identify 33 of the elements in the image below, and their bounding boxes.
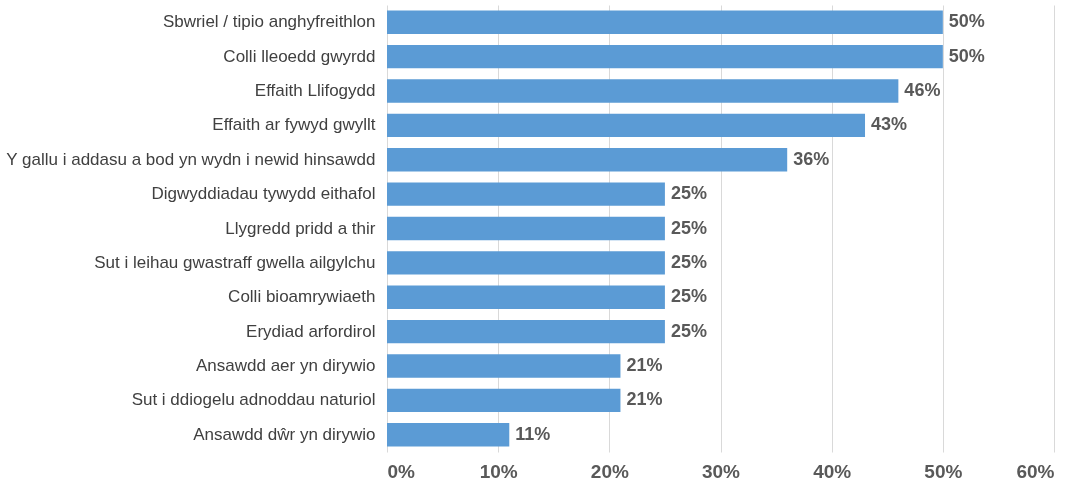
data-label: 21% [626, 355, 663, 376]
x-tick-label: 50% [924, 460, 963, 482]
data-label: 50% [948, 45, 985, 66]
y-tick-label: Ansawdd dŵr yn dirywio [193, 424, 376, 444]
data-label: 25% [670, 183, 707, 204]
x-tick-label: 10% [479, 460, 518, 482]
y-tick-label: Colli lleoedd gwyrdd [223, 46, 376, 66]
data-label: 36% [793, 148, 830, 169]
y-tick-label: Llygredd pridd a thir [225, 218, 376, 238]
y-tick-label: Y gallu i addasu a bod yn wydn i newid hinsawdd [6, 149, 376, 169]
y-tick-label: Erydiad arfordirol [246, 321, 376, 341]
data-label: 21% [626, 389, 663, 410]
data-label: 25% [670, 217, 707, 238]
data-label: 25% [670, 251, 707, 272]
data-label: 25% [670, 286, 707, 307]
x-tick-label: 60% [1016, 460, 1055, 482]
data-label: 25% [670, 320, 707, 341]
x-tick-label: 20% [590, 460, 629, 482]
y-tick-label: Sut i leihau gwastraff gwella ailgylchu [94, 252, 376, 272]
x-tick-label: 30% [701, 460, 741, 482]
x-tick-label: 40% [813, 460, 852, 482]
y-tick-label: Digwyddiadau tywydd eithafol [151, 184, 376, 204]
x-tick-label: 0% [387, 460, 416, 482]
y-tick-label: Colli bioamrywiaeth [228, 287, 376, 307]
y-tick-label: Effaith ar fywyd gwyllt [212, 115, 376, 135]
y-tick-label: Effaith Llifogydd [254, 80, 376, 100]
data-label: 46% [904, 79, 941, 100]
data-label: 11% [515, 423, 551, 444]
data-label: 50% [948, 11, 985, 32]
y-tick-label: Sut i ddiogelu adnoddau naturiol [131, 390, 376, 410]
y-tick-label: Sbwriel / tipio anghyfreithlon [162, 12, 376, 32]
y-tick-label: Ansawdd aer yn dirywio [195, 356, 376, 376]
data-label: 43% [871, 114, 908, 135]
